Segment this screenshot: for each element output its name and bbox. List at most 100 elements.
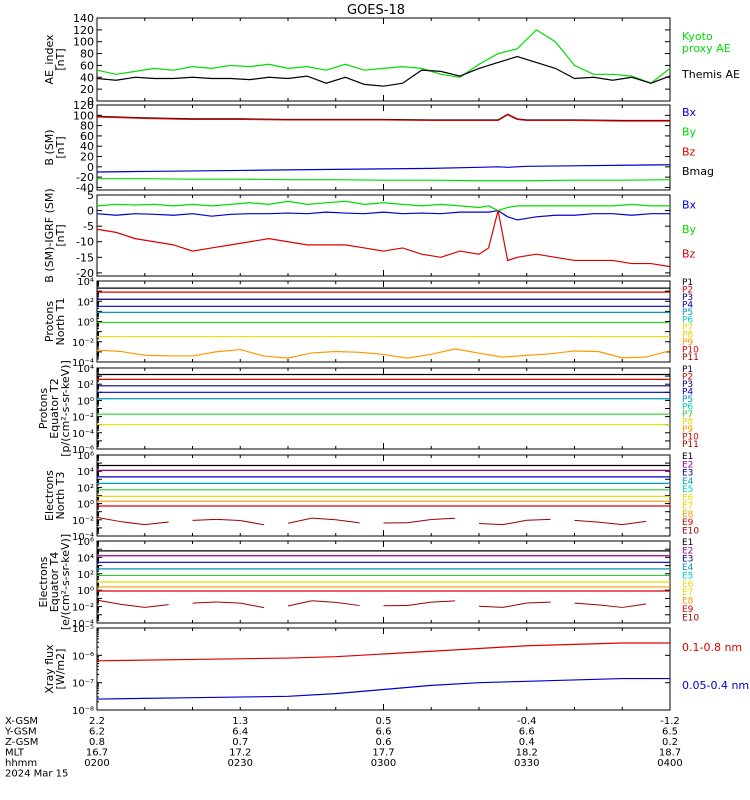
panel-frame xyxy=(96,17,671,102)
ephem-value: 17.2 xyxy=(229,748,251,759)
series-e9 xyxy=(574,602,599,606)
y-tick-label: 0 xyxy=(87,205,94,218)
ephem-value: 6.6 xyxy=(519,727,535,738)
y-tick-label: 10⁴ xyxy=(77,553,94,564)
y-tick-label: 80 xyxy=(80,48,94,61)
legend-label-p3: P3 xyxy=(682,293,693,303)
y-tick-label: 10² xyxy=(77,380,94,391)
y-tick-label: 40 xyxy=(80,71,94,84)
legend-label-bz: Bz xyxy=(682,145,696,158)
y-tick-label: 60 xyxy=(80,59,94,72)
y-tick-label: 40 xyxy=(80,140,94,153)
legend-label-e7: E7 xyxy=(682,588,693,598)
series-e9 xyxy=(502,519,527,526)
legend-label-by: By xyxy=(682,126,697,139)
y-axis-label: Electrons xyxy=(43,470,56,521)
ephem-value: 17.7 xyxy=(372,748,394,759)
plot-title: GOES-18 xyxy=(347,3,405,18)
series-e9 xyxy=(192,601,217,604)
ephem-value: 2.2 xyxy=(89,716,105,727)
y-tick-label: 10⁰ xyxy=(77,500,94,511)
y-tick-label: 10⁴ xyxy=(77,467,94,478)
series-by xyxy=(96,200,670,212)
ephem-date: 2024 Mar 15 xyxy=(5,769,68,780)
y-tick-label: 80 xyxy=(80,120,94,133)
panels: 020406080100120140AE_index[nT]Kyotoproxy… xyxy=(37,12,749,717)
legend-label-p7: P7 xyxy=(682,323,693,333)
series-e9 xyxy=(407,601,432,606)
y-tick-label: 10⁻⁶ xyxy=(72,445,94,456)
series-0-1-0-8-nm xyxy=(96,642,670,662)
legend-label-e2: E2 xyxy=(682,460,693,470)
y-axis-label: North T1 xyxy=(54,298,67,346)
ephem-value: 1.3 xyxy=(232,716,248,727)
y-axis-label: AE_index xyxy=(43,34,56,85)
legend: Bx By Bz xyxy=(682,199,697,261)
y-tick-label: -20 xyxy=(76,267,94,280)
y-axis-label: [p/(cm²-s-sr-keV)] xyxy=(59,360,72,457)
legend-label-p6: P6 xyxy=(682,316,693,326)
series-e9 xyxy=(622,520,647,526)
legend-label-p9: P9 xyxy=(682,425,693,435)
ephem-row-label: Y-GSM xyxy=(4,727,37,738)
y-tick-label: 100 xyxy=(73,109,94,122)
legend-label-e6: E6 xyxy=(682,493,694,503)
legend-label-p11: P11 xyxy=(682,440,699,450)
y-tick-label: 10⁶ xyxy=(77,537,94,548)
series-themis-ae xyxy=(96,55,671,87)
ephem-row-label: X-GSM xyxy=(5,716,38,727)
y-tick-label: 10⁻⁴ xyxy=(72,619,94,630)
ephem-value: 0.7 xyxy=(232,737,248,748)
series-e9 xyxy=(598,521,623,526)
legend-label-0-05-0-4-nm: 0.05-0.4 nm xyxy=(682,679,749,692)
legend-label-p1: P1 xyxy=(682,365,693,375)
ephem-value: 0.4 xyxy=(519,737,535,748)
y-tick-label: -20 xyxy=(76,171,94,184)
legend-label-p4: P4 xyxy=(682,301,693,311)
legend: Bx By Bz Bmag xyxy=(682,106,714,178)
legend-label-bx: Bx xyxy=(682,106,697,119)
ephem-value: -1.2 xyxy=(660,716,680,727)
ephem-value: 0.2 xyxy=(662,737,678,748)
legend-label-e2: E2 xyxy=(682,546,693,556)
ephem-value: 6.6 xyxy=(376,727,392,738)
series-group xyxy=(96,642,670,700)
y-tick-label: 140 xyxy=(73,12,94,25)
series-e9 xyxy=(335,601,360,607)
legend-label-e9: E9 xyxy=(682,605,694,615)
y-tick-label: 10⁻⁷ xyxy=(72,679,94,690)
y-axis-label: Electrons xyxy=(37,556,50,607)
series-group xyxy=(96,287,671,359)
y-tick-label: -5 xyxy=(83,220,94,233)
ephemeris-table: X-GSM 2.2 1.3 0.5 -0.4 -1.2 Y-GSM 6.2 6.4 6.6 6.6 6… xyxy=(4,716,683,780)
series-e9 xyxy=(311,517,336,521)
legend-label-e8: E8 xyxy=(682,510,694,520)
y-tick-label: 10⁰ xyxy=(77,318,94,329)
y-tick-label: 10⁰ xyxy=(77,586,94,597)
series-e9 xyxy=(144,604,169,608)
y-tick-label: -10 xyxy=(76,236,94,249)
series-e9 xyxy=(216,518,241,521)
y-tick-label: 10⁴ xyxy=(77,277,94,288)
legend-label-e6: E6 xyxy=(682,580,694,590)
y-axis-label: [e/(cm²-s-sr-keV)] xyxy=(59,534,72,630)
legend-label-e3: E3 xyxy=(682,469,693,479)
legend-label-p10: P10 xyxy=(682,346,699,356)
ephem-value: 6.2 xyxy=(89,727,105,738)
legend-label-bmag: Bmag xyxy=(682,165,714,178)
series-e9 xyxy=(407,518,432,524)
series-p8 xyxy=(96,348,671,359)
ephem-value: 0.6 xyxy=(376,737,392,748)
y-tick-label: 10⁻⁴ xyxy=(72,532,94,543)
series-e9 xyxy=(96,599,121,605)
y-tick-label: 10⁻² xyxy=(72,516,94,527)
series-e9 xyxy=(144,521,169,526)
y-tick-label: 20 xyxy=(80,151,94,164)
ephem-row-label: Z-GSM xyxy=(5,737,38,748)
